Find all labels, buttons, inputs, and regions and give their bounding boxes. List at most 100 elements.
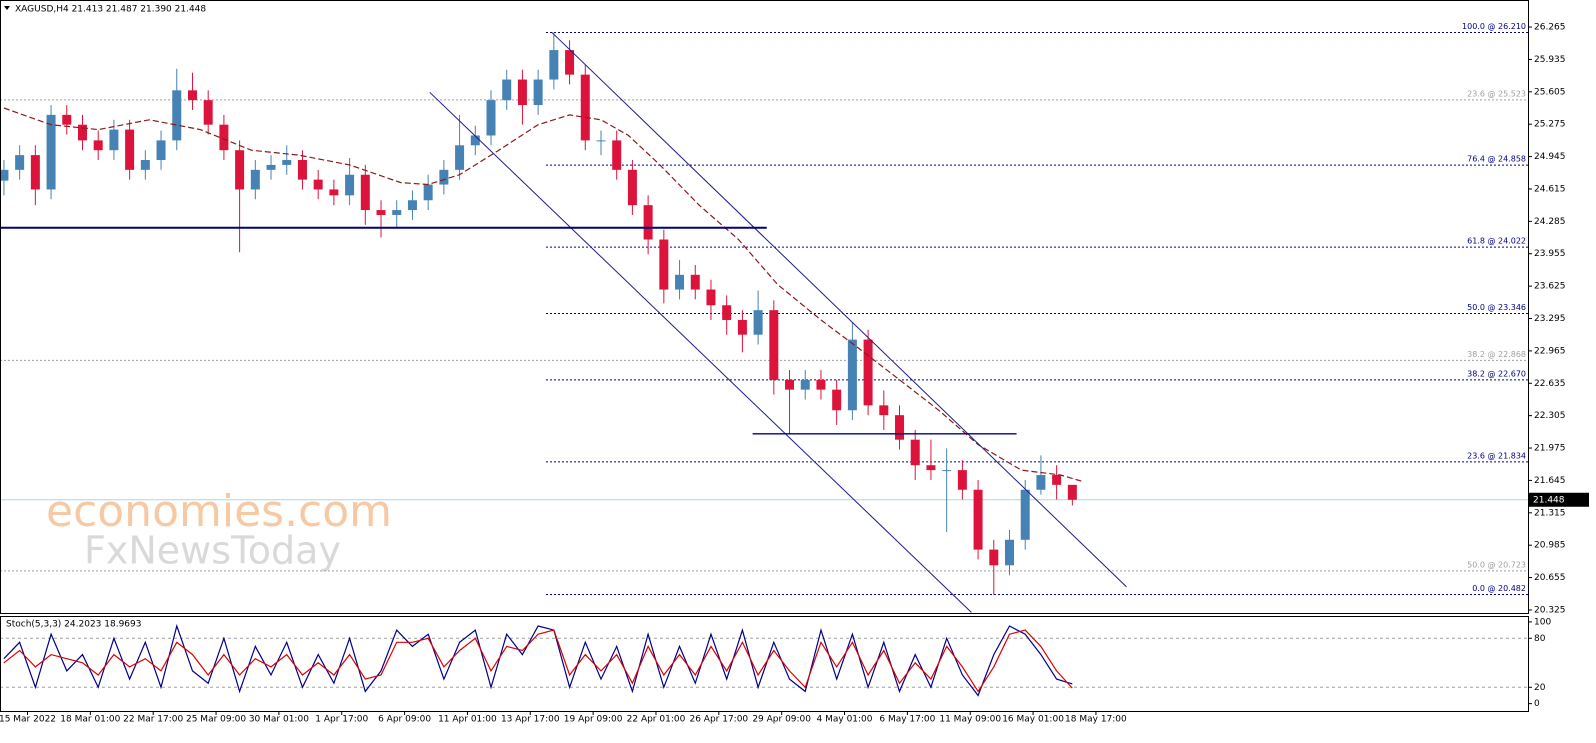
candle-body: [706, 289, 716, 306]
main-frame: [0, 0, 1529, 614]
y-tick-label: 20.655: [1534, 573, 1566, 583]
chart-title: XAGUSD,H4 21.413 21.487 21.390 21.448: [15, 5, 206, 15]
fib-label: 38.2 @ 22.868: [1467, 350, 1526, 359]
last-price-box: [1529, 492, 1589, 507]
fib-label: 0.0 @ 20.482: [1472, 584, 1526, 593]
candle-body: [1005, 539, 1015, 566]
y-tick-label: 26.265: [1534, 23, 1566, 33]
x-tick-label: 16 May 01:00: [1002, 715, 1064, 725]
last-price-label: 21.448: [1533, 495, 1565, 505]
y-tick-label: 25.275: [1534, 120, 1566, 130]
y-tick-label: 23.955: [1534, 249, 1566, 259]
candle-body: [15, 155, 25, 170]
stoch-title: Stoch(5,3,3) 24.2023 18.9693: [6, 620, 141, 630]
candle-body: [1067, 484, 1077, 500]
candle-body: [282, 160, 292, 165]
candle-body: [863, 339, 873, 406]
x-tick-label: 22 Mar 17:00: [123, 715, 183, 725]
x-tick-label: 18 May 17:00: [1065, 715, 1127, 725]
candle-body: [235, 150, 245, 190]
candle-body: [156, 140, 166, 161]
candle-body: [1052, 475, 1062, 485]
candle-body: [596, 140, 606, 142]
y-tick-label: 24.615: [1534, 184, 1566, 194]
candle-body: [423, 184, 433, 201]
candle-body: [297, 160, 307, 180]
candle-body: [109, 129, 119, 151]
candle-body: [30, 155, 40, 190]
y-tick-label: 25.935: [1534, 55, 1566, 65]
moving-average: [3, 107, 1085, 483]
candle-body: [486, 100, 496, 136]
x-tick-label: 11 May 09:00: [939, 715, 1001, 725]
x-tick-label: 11 Apr 01:00: [438, 715, 497, 725]
x-tick-label: 1 Apr 17:00: [315, 715, 368, 725]
x-tick-label: 26 Apr 17:00: [689, 715, 748, 725]
candle-body: [172, 90, 182, 141]
candle-body: [62, 114, 72, 125]
x-tick-label: 13 Apr 17:00: [501, 715, 560, 725]
x-tick-label: 15 Mar 2022: [0, 715, 56, 725]
x-tick-label: 6 Apr 09:00: [378, 715, 431, 725]
candle-body: [675, 274, 685, 290]
candle-body: [376, 210, 386, 215]
y-tick-label: 22.305: [1534, 411, 1566, 421]
y-tick-label: 24.285: [1534, 217, 1566, 227]
y-tick-label: 20: [1534, 683, 1546, 693]
candle-body: [439, 169, 449, 185]
candle-body: [722, 305, 732, 320]
stoch-line: [3, 629, 1073, 693]
candle-body: [345, 174, 355, 196]
y-tick-label: 23.625: [1534, 282, 1566, 292]
candle-body: [93, 140, 103, 151]
candle-body: [125, 129, 135, 170]
candle-body: [785, 379, 795, 390]
candle-body: [502, 79, 512, 101]
candle-body: [690, 274, 700, 290]
candle-body: [46, 114, 56, 190]
x-tick-label: 22 Apr 01:00: [627, 715, 686, 725]
trend-line: [429, 91, 972, 613]
x-tick-label: 4 May 01:00: [817, 715, 873, 725]
watermark: FxNewsToday: [84, 529, 341, 573]
candle-body: [1020, 489, 1030, 540]
y-tick-label: 100: [1534, 617, 1551, 627]
candle-body: [895, 415, 905, 440]
candle-body: [612, 140, 622, 170]
fib-label: 76.4 @ 24.858: [1467, 155, 1526, 164]
candle-body: [470, 135, 480, 146]
candle-body: [533, 79, 543, 106]
y-tick-label: 21.645: [1534, 476, 1566, 486]
x-tick-label: 25 Mar 09:00: [186, 715, 246, 725]
candle-body: [800, 379, 810, 390]
stoch-line: [3, 623, 1073, 697]
candle-body: [753, 310, 763, 335]
y-tick-label: 21.315: [1534, 508, 1566, 518]
fib-label: 23.6 @ 21.834: [1467, 451, 1526, 460]
candle-body: [360, 174, 370, 211]
candle-body: [580, 74, 590, 141]
x-tick-label: 29 Apr 09:00: [752, 715, 811, 725]
fib-label: 50.0 @ 23.346: [1467, 303, 1526, 312]
candle-body: [989, 549, 999, 566]
candle-body: [313, 179, 323, 190]
candle-body: [847, 339, 857, 411]
y-tick-label: 22.635: [1534, 379, 1566, 389]
candle-body: [769, 310, 779, 380]
candle-body: [957, 470, 967, 490]
candle-body: [0, 169, 9, 181]
y-tick-label: 24.945: [1534, 152, 1566, 162]
candle-body: [816, 379, 826, 390]
candle-body: [219, 124, 229, 151]
y-tick-label: 21.975: [1534, 444, 1566, 454]
candle-body: [187, 90, 197, 101]
y-tick-label: 0: [1534, 699, 1540, 709]
x-tick-label: 18 Mar 01:00: [60, 715, 120, 725]
candle-body: [659, 239, 669, 290]
fib-label: 61.8 @ 24.022: [1467, 237, 1526, 246]
candle-body: [737, 319, 747, 335]
y-tick-label: 80: [1534, 634, 1546, 644]
y-tick-label: 20.325: [1534, 605, 1566, 615]
